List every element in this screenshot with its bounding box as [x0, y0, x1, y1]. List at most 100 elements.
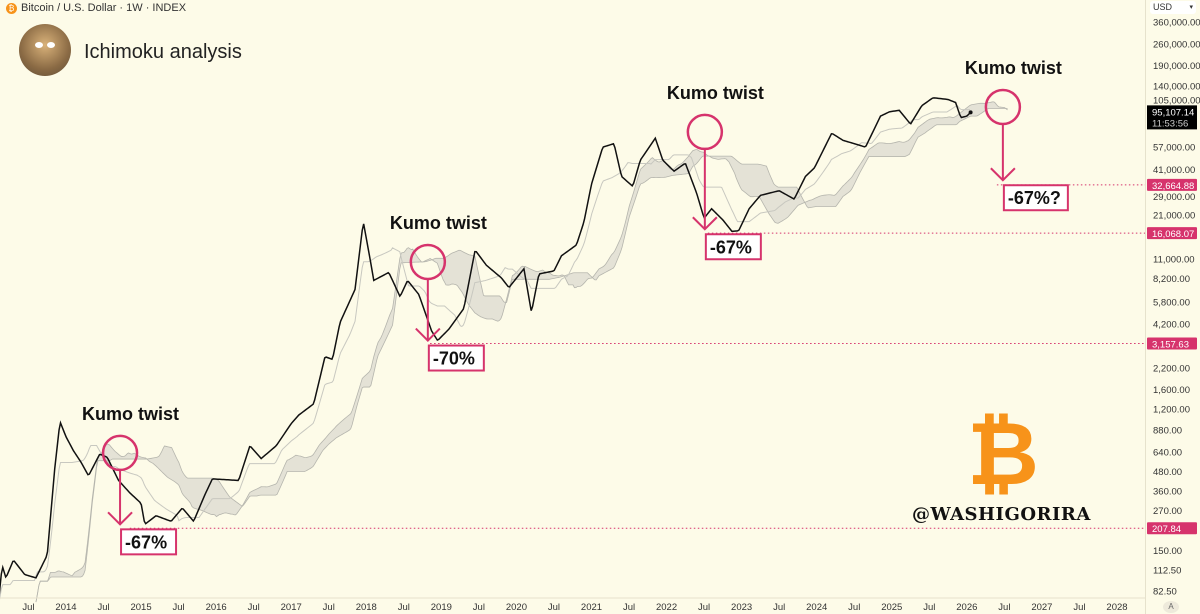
y-tick-label: 105,000.00 [1153, 95, 1200, 106]
y-tick-label: 360.00 [1153, 486, 1182, 497]
drop-box [704, 233, 762, 261]
x-tick-label: 2022 [656, 602, 677, 613]
last-price-label: 95,107.14 [1152, 107, 1194, 118]
annotation-title: Kumo twist [965, 58, 1062, 78]
level-label: 3,157.63 [1152, 340, 1189, 351]
y-tick-label: 11,000.00 [1153, 254, 1195, 265]
x-tick-label: 2015 [130, 602, 151, 613]
drop-box [1002, 184, 1069, 212]
level-label: 32,664.88 [1152, 181, 1194, 192]
y-tick-label: 57,000.00 [1153, 143, 1195, 154]
y-tick-label: 190,000.00 [1153, 61, 1200, 72]
x-tick-label: Jul [923, 602, 935, 613]
drop-box [120, 528, 178, 556]
x-tick-label: Jul [1073, 602, 1085, 613]
x-tick-label: Jul [398, 602, 410, 613]
level-tag [1147, 337, 1197, 350]
symbol-label: Bitcoin / U.S. Dollar · 1W · INDEX [21, 2, 187, 14]
x-tick-label: 2028 [1106, 602, 1127, 613]
y-tick-label: 270.00 [1153, 506, 1182, 517]
x-tick-label: 2014 [55, 602, 76, 613]
arrow-head-icon [107, 511, 133, 526]
price-axis[interactable] [1145, 0, 1200, 614]
x-tick-label: Jul [998, 602, 1010, 613]
x-tick-label: 2027 [1031, 602, 1052, 613]
base-line [0, 104, 971, 600]
y-tick-label: 29,000.00 [1153, 192, 1195, 203]
annotation-title: Kumo twist [82, 404, 179, 424]
price-line [0, 97, 971, 595]
x-tick-label: Jul [248, 602, 260, 613]
chart-title: Ichimoku analysis [84, 41, 242, 63]
y-tick-label: 880.00 [1153, 426, 1182, 437]
y-tick-label: 82.50 [1153, 586, 1177, 597]
y-tick-label: 5,800.00 [1153, 298, 1190, 309]
countdown-label: 11:53:56 [1152, 118, 1188, 129]
symbol-header[interactable]: ₿ Bitcoin / U.S. Dollar · 1W · INDEX [6, 2, 186, 14]
y-tick-label: 480.00 [1153, 467, 1182, 478]
x-tick-label: 2024 [806, 602, 827, 613]
y-tick-label: 150.00 [1153, 546, 1182, 557]
annotation-title: Kumo twist [390, 213, 487, 233]
y-tick-label: 2,200.00 [1153, 364, 1190, 375]
avatar [19, 24, 71, 76]
x-tick-label: Jul [773, 602, 785, 613]
x-tick-label: 2026 [956, 602, 977, 613]
x-tick-label: 2021 [581, 602, 602, 613]
x-tick-label: Jul [97, 602, 109, 613]
ichimoku-cloud [35, 101, 1008, 603]
last-price-tag [1147, 105, 1197, 130]
auto-scale-button[interactable]: A [1163, 601, 1179, 613]
kumo-twist-annotation: Kumo twist -67% [667, 83, 764, 261]
cloud-fill [35, 101, 1008, 603]
level-tag [1147, 227, 1197, 240]
x-tick-label: Jul [22, 602, 34, 613]
x-tick-label: Jul [698, 602, 710, 613]
y-tick-label: 8,200.00 [1153, 274, 1190, 285]
drop-label: -70% [433, 349, 475, 369]
senkou-span-b [35, 108, 1008, 603]
y-tick-label: 1,600.00 [1153, 385, 1190, 396]
currency-dropdown[interactable]: USD ▾ [1150, 1, 1196, 14]
chevron-down-icon: ▾ [1189, 4, 1193, 11]
level-tag [1147, 178, 1197, 191]
drop-label: -67% [125, 532, 167, 552]
twist-circle [686, 113, 724, 151]
watermark: @WASHIGORIRA [912, 504, 1091, 525]
y-tick-label: 1,200.00 [1153, 405, 1190, 416]
drop-label: -67%? [1008, 188, 1061, 208]
x-tick-label: 2020 [506, 602, 527, 613]
bitcoin-logo-icon: ₿ [967, 402, 1039, 505]
x-tick-label: 2016 [206, 602, 227, 613]
y-tick-label: 112.50 [1153, 565, 1181, 576]
y-tick-label: 360,000.00 [1153, 18, 1200, 29]
y-tick-label: 640.00 [1153, 447, 1182, 458]
x-tick-label: 2017 [281, 602, 302, 613]
x-tick-label: 2019 [431, 602, 452, 613]
y-tick-label: 41,000.00 [1153, 165, 1195, 176]
x-tick-label: 2023 [731, 602, 752, 613]
level-label: 207.84 [1152, 524, 1181, 535]
annotation-title: Kumo twist [667, 83, 764, 103]
x-tick-label: 2018 [356, 602, 377, 613]
kumo-twist-annotation: Kumo twist -70% [390, 213, 487, 372]
x-tick-label: Jul [548, 602, 560, 613]
kumo-twist-annotation: Kumo twist -67% [82, 404, 179, 556]
x-tick-label: Jul [473, 602, 485, 613]
y-tick-label: 4,200.00 [1153, 320, 1190, 331]
drop-box [427, 344, 485, 372]
drop-label: -67% [710, 237, 752, 257]
y-tick-label: 260,000.00 [1153, 40, 1200, 51]
arrow-head-icon [990, 167, 1016, 182]
bitcoin-icon: ₿ [6, 2, 17, 14]
y-tick-label: 140,000.00 [1153, 82, 1200, 93]
level-label: 16,068.07 [1152, 229, 1194, 240]
arrow-head-icon [692, 216, 718, 231]
x-tick-label: 2025 [881, 602, 902, 613]
x-tick-label: Jul [173, 602, 185, 613]
arrow-head-icon [415, 327, 441, 342]
level-tag [1147, 522, 1197, 535]
currency-label: USD [1153, 2, 1173, 12]
senkou-span-a [35, 101, 1008, 603]
